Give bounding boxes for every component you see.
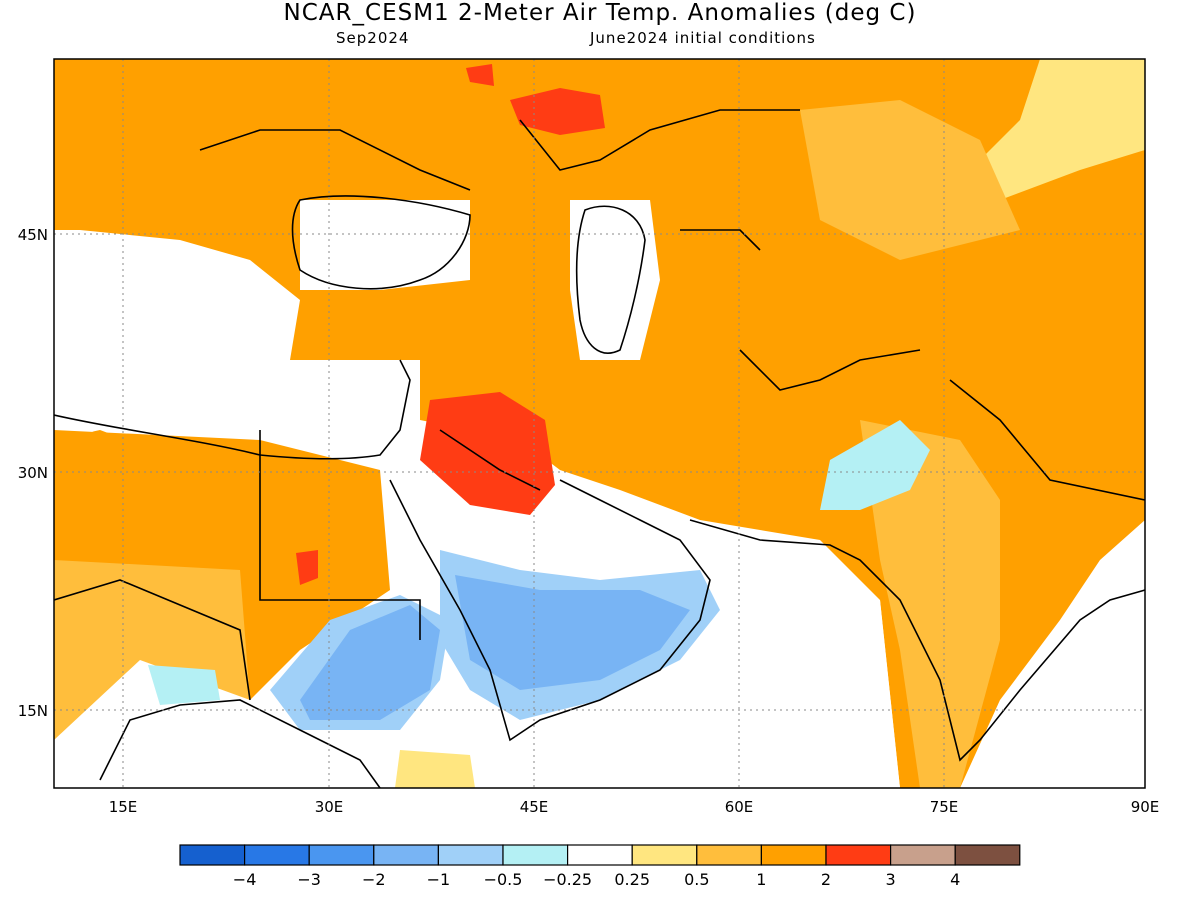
colorbar-label: 2 [821, 870, 831, 889]
colorbar-label: −2 [362, 870, 386, 889]
colorbar-swatch [696, 844, 762, 866]
colorbar-label: −0.25 [543, 870, 592, 889]
lat-tick-label: 30N [18, 464, 48, 482]
colorbar-swatch [437, 844, 504, 866]
lon-tick-label: 90E [1131, 798, 1160, 816]
lat-tick-label: 45N [18, 226, 48, 244]
colorbar: −4 −3 −2 −1 −0.5 −0.25 0.25 0.5 1 2 3 4 [179, 844, 1021, 889]
colorbar-label: −4 [233, 870, 257, 889]
colorbar-label: 4 [950, 870, 960, 889]
map-frame [53, 58, 1146, 789]
lon-tick-label: 30E [315, 798, 344, 816]
colorbar-swatch [179, 844, 246, 866]
colorbar-swatch [631, 844, 698, 866]
initial-conditions-label: June2024 initial conditions [590, 29, 816, 47]
lon-tick-label: 45E [520, 798, 549, 816]
colorbar-label: 1 [756, 870, 766, 889]
coastlines [54, 109, 1145, 788]
colorbar-swatch [373, 844, 439, 866]
lon-tick-label: 75E [930, 798, 959, 816]
colorbar-swatch [244, 844, 310, 866]
valid-month-label: Sep2024 [336, 29, 410, 47]
colorbar-label: 0.5 [684, 870, 709, 889]
gridlines [54, 59, 1145, 788]
colorbar-swatch [566, 844, 633, 866]
colorbar-swatch [760, 844, 827, 866]
colorbar-label: −1 [427, 870, 451, 889]
lon-tick-label: 60E [725, 798, 754, 816]
colorbar-label: 0.25 [614, 870, 650, 889]
colorbar-swatch [889, 844, 956, 866]
colorbar-label: −0.5 [484, 870, 523, 889]
colorbar-swatch [308, 844, 375, 866]
map-title: NCAR_CESM1 2-Meter Air Temp. Anomalies (… [283, 0, 917, 26]
colorbar-swatch [954, 844, 1021, 866]
lon-tick-label: 15E [109, 798, 138, 816]
colorbar-swatch [825, 844, 892, 866]
colorbar-swatch [502, 844, 569, 866]
anomaly-field [54, 59, 1145, 788]
colorbar-label: 3 [886, 870, 896, 889]
colorbar-label: −3 [297, 870, 321, 889]
lat-tick-label: 15N [18, 702, 48, 720]
